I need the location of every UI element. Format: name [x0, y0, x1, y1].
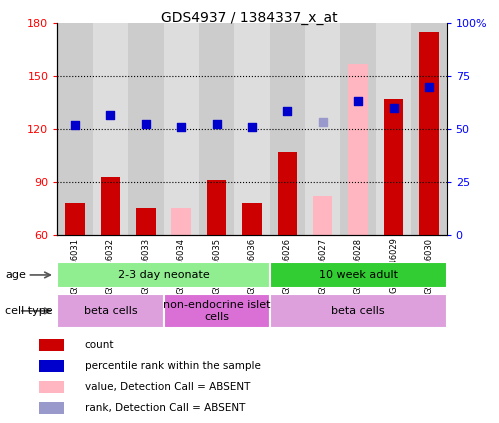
Bar	[57, 23, 93, 235]
Bar	[164, 294, 269, 328]
Bar	[39, 339, 64, 351]
Point	[283, 108, 291, 115]
Bar	[207, 180, 227, 235]
Bar	[199, 23, 235, 235]
Point	[71, 122, 79, 129]
Bar	[57, 262, 269, 288]
Text: 2-3 day neonate: 2-3 day neonate	[118, 270, 210, 280]
Bar	[269, 294, 447, 328]
Bar	[384, 99, 403, 235]
Bar	[376, 23, 411, 235]
Text: beta cells: beta cells	[84, 306, 137, 316]
Bar	[65, 203, 85, 235]
Bar	[348, 64, 368, 235]
Text: GDS4937 / 1384337_x_at: GDS4937 / 1384337_x_at	[161, 11, 338, 25]
Bar	[172, 209, 191, 235]
Text: beta cells: beta cells	[331, 306, 385, 316]
Point	[106, 112, 114, 118]
Bar	[39, 360, 64, 372]
Text: cell type: cell type	[5, 306, 52, 316]
Bar	[57, 294, 164, 328]
Text: value, Detection Call = ABSENT: value, Detection Call = ABSENT	[85, 382, 250, 392]
Bar	[243, 203, 261, 235]
Text: 10 week adult: 10 week adult	[319, 270, 398, 280]
Bar	[305, 23, 340, 235]
Bar	[101, 177, 120, 235]
Point	[354, 97, 362, 104]
Point	[177, 124, 185, 131]
Point	[248, 124, 256, 131]
Text: non-endocrine islet
cells: non-endocrine islet cells	[163, 300, 270, 322]
Bar	[269, 262, 447, 288]
Text: count: count	[85, 340, 114, 350]
Bar	[235, 23, 269, 235]
Bar	[411, 23, 447, 235]
Text: rank, Detection Call = ABSENT: rank, Detection Call = ABSENT	[85, 403, 245, 413]
Text: percentile rank within the sample: percentile rank within the sample	[85, 361, 260, 371]
Bar	[419, 32, 439, 235]
Text: age: age	[5, 270, 26, 280]
Point	[213, 121, 221, 127]
Bar	[313, 196, 332, 235]
Bar	[93, 23, 128, 235]
Bar	[39, 381, 64, 393]
Point	[142, 121, 150, 127]
Bar	[164, 23, 199, 235]
Bar	[136, 209, 156, 235]
Bar	[340, 23, 376, 235]
Point	[319, 118, 327, 125]
Bar	[128, 23, 164, 235]
Point	[390, 104, 398, 111]
Bar	[39, 402, 64, 414]
Bar	[277, 152, 297, 235]
Bar	[269, 23, 305, 235]
Point	[425, 83, 433, 90]
